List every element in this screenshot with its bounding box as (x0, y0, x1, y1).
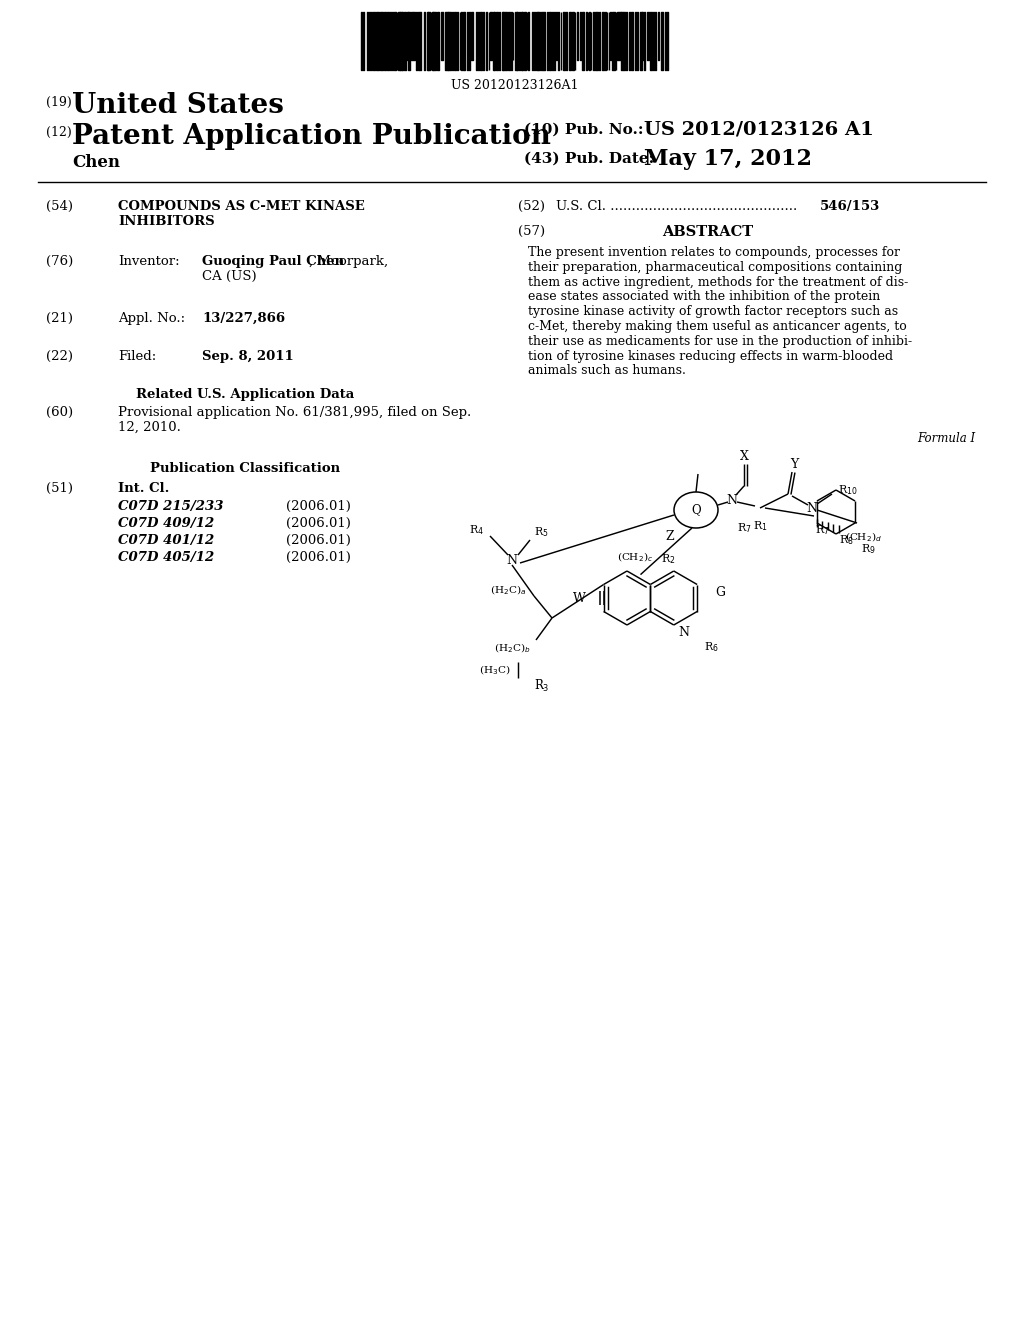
Text: US 2012/0123126 A1: US 2012/0123126 A1 (644, 120, 873, 139)
Text: R$_8$: R$_8$ (839, 533, 853, 546)
Text: Sep. 8, 2011: Sep. 8, 2011 (202, 350, 294, 363)
Text: R$_2$: R$_2$ (662, 552, 676, 566)
Text: Z: Z (666, 529, 675, 543)
Text: Provisional application No. 61/381,995, filed on Sep.: Provisional application No. 61/381,995, … (118, 407, 471, 418)
Text: United States: United States (72, 92, 284, 119)
Text: N: N (807, 502, 817, 515)
Text: Guoqing Paul Chen: Guoqing Paul Chen (202, 255, 344, 268)
Text: Q: Q (691, 503, 700, 516)
Text: W: W (573, 591, 586, 605)
Text: ease states associated with the inhibition of the protein: ease states associated with the inhibiti… (528, 290, 881, 304)
Text: N: N (678, 627, 689, 639)
Text: (54): (54) (46, 201, 73, 213)
Text: Related U.S. Application Data: Related U.S. Application Data (136, 388, 354, 401)
Text: (2006.01): (2006.01) (286, 517, 351, 531)
Text: (CH$_2$)$_d$: (CH$_2$)$_d$ (845, 531, 882, 544)
Text: Y: Y (790, 458, 798, 470)
Text: COMPOUNDS AS C-MET KINASE: COMPOUNDS AS C-MET KINASE (118, 201, 365, 213)
Text: Patent Application Publication: Patent Application Publication (72, 123, 551, 150)
Text: (H$_2$C)$_a$: (H$_2$C)$_a$ (489, 583, 526, 597)
Text: US 20120123126A1: US 20120123126A1 (452, 79, 579, 92)
Text: C07D 409/12: C07D 409/12 (118, 517, 214, 531)
Text: R$_7$: R$_7$ (815, 523, 829, 537)
Text: (10) Pub. No.:: (10) Pub. No.: (524, 123, 643, 137)
Text: tyrosine kinase activity of growth factor receptors such as: tyrosine kinase activity of growth facto… (528, 305, 898, 318)
Text: (2006.01): (2006.01) (286, 550, 351, 564)
Text: c-Met, thereby making them useful as anticancer agents, to: c-Met, thereby making them useful as ant… (528, 319, 906, 333)
Text: R$_{10}$: R$_{10}$ (838, 483, 858, 496)
Text: R$_6$: R$_6$ (703, 640, 719, 653)
Text: CA (US): CA (US) (202, 271, 257, 282)
Text: animals such as humans.: animals such as humans. (528, 364, 686, 378)
Text: Chen: Chen (72, 154, 120, 172)
Text: (H$_2$C)$_b$: (H$_2$C)$_b$ (494, 642, 530, 655)
Text: their use as medicaments for use in the production of inhibi-: their use as medicaments for use in the … (528, 335, 912, 347)
Text: Int. Cl.: Int. Cl. (118, 482, 169, 495)
Text: Formula I: Formula I (916, 432, 975, 445)
Text: C07D 405/12: C07D 405/12 (118, 550, 214, 564)
Text: 13/227,866: 13/227,866 (202, 312, 285, 325)
Text: , Moorpark,: , Moorpark, (309, 255, 388, 268)
Text: (2006.01): (2006.01) (286, 500, 351, 513)
Text: N: N (726, 494, 737, 507)
Text: tion of tyrosine kinases reducing effects in warm-blooded: tion of tyrosine kinases reducing effect… (528, 350, 893, 363)
Text: R$_9$: R$_9$ (861, 543, 876, 556)
Text: (21): (21) (46, 312, 73, 325)
Text: C07D 401/12: C07D 401/12 (118, 535, 214, 546)
Text: R$_4$: R$_4$ (469, 523, 484, 537)
Text: (43) Pub. Date:: (43) Pub. Date: (524, 152, 654, 166)
Text: them as active ingredient, methods for the treatment of dis-: them as active ingredient, methods for t… (528, 276, 908, 289)
Text: G: G (715, 586, 725, 599)
Text: Inventor:: Inventor: (118, 255, 179, 268)
Text: Publication Classification: Publication Classification (150, 462, 340, 475)
Text: 12, 2010.: 12, 2010. (118, 421, 181, 434)
Text: (H$_3$C): (H$_3$C) (478, 663, 510, 677)
Text: (22): (22) (46, 350, 73, 363)
Text: X: X (739, 450, 749, 462)
Text: (12): (12) (46, 125, 72, 139)
Text: (CH$_2$)$_c$: (CH$_2$)$_c$ (616, 550, 653, 564)
Text: Appl. No.:: Appl. No.: (118, 312, 185, 325)
Text: (60): (60) (46, 407, 73, 418)
Text: 546/153: 546/153 (820, 201, 881, 213)
Text: ABSTRACT: ABSTRACT (663, 224, 754, 239)
Text: (76): (76) (46, 255, 74, 268)
Text: (52): (52) (518, 201, 545, 213)
Text: (2006.01): (2006.01) (286, 535, 351, 546)
Text: their preparation, pharmaceutical compositions containing: their preparation, pharmaceutical compos… (528, 261, 902, 273)
Text: (57): (57) (518, 224, 545, 238)
Text: R$_7$: R$_7$ (736, 521, 752, 535)
Text: May 17, 2012: May 17, 2012 (644, 148, 812, 170)
Text: R$_1$: R$_1$ (753, 519, 767, 533)
Text: R$_3$: R$_3$ (535, 678, 550, 694)
Text: U.S. Cl. ............................................: U.S. Cl. ...............................… (556, 201, 798, 213)
Text: (51): (51) (46, 482, 73, 495)
Text: The present invention relates to compounds, processes for: The present invention relates to compoun… (528, 246, 900, 259)
Text: (19): (19) (46, 96, 72, 110)
Text: C07D 215/233: C07D 215/233 (118, 500, 223, 513)
Text: N: N (507, 553, 517, 566)
Text: Filed:: Filed: (118, 350, 157, 363)
Text: R$_5$: R$_5$ (534, 525, 549, 539)
Text: INHIBITORS: INHIBITORS (118, 215, 215, 228)
